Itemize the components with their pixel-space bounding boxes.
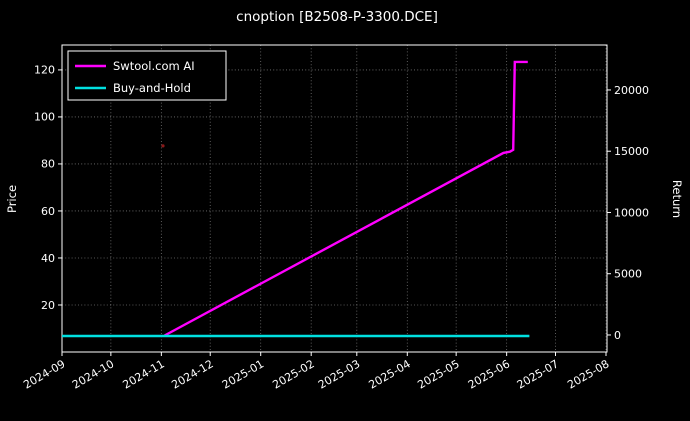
x-tick-label: 2025-01 bbox=[220, 357, 266, 391]
x-tick-label: 2025-03 bbox=[316, 357, 362, 391]
x-tick-label: 2025-02 bbox=[270, 357, 316, 391]
legend-label-buyhold: Buy-and-Hold bbox=[113, 81, 191, 95]
left-tick-label: 120 bbox=[34, 64, 55, 77]
legend: Swtool.com AI Buy-and-Hold bbox=[67, 50, 227, 101]
left-axis-label: Price bbox=[5, 185, 19, 213]
plot-border bbox=[61, 44, 608, 353]
x-tick-label: 2024-09 bbox=[21, 357, 67, 391]
x-tick-label: 2025-06 bbox=[466, 357, 512, 391]
x-tick-label: 2025-08 bbox=[565, 357, 611, 391]
series-line-0 bbox=[164, 60, 528, 337]
x-tick-label: 2024-12 bbox=[169, 357, 215, 391]
left-tick-label: 80 bbox=[41, 158, 55, 171]
left-tick-label: 40 bbox=[41, 252, 55, 265]
left-tick-label: 60 bbox=[41, 205, 55, 218]
x-tick-label: 2024-11 bbox=[121, 357, 167, 391]
x-tick-label: 2024-10 bbox=[70, 357, 116, 391]
right-axis-label: Return bbox=[670, 180, 684, 218]
annotation-point bbox=[161, 144, 165, 148]
right-tick-label: 5000 bbox=[614, 268, 642, 281]
right-tick-label: 15000 bbox=[614, 145, 649, 158]
x-tick-label: 2025-04 bbox=[366, 357, 412, 391]
left-tick-label: 20 bbox=[41, 299, 55, 312]
left-tick-label: 100 bbox=[34, 111, 55, 124]
legend-label-swtool: Swtool.com AI bbox=[113, 59, 195, 73]
chart-title: cnoption [B2508-P-3300.DCE] bbox=[236, 9, 438, 25]
x-tick-label: 2025-07 bbox=[515, 357, 561, 391]
right-tick-label: 10000 bbox=[614, 206, 649, 219]
x-tick-label: 2025-05 bbox=[415, 357, 461, 391]
right-tick-label: 0 bbox=[614, 329, 621, 342]
legend-box bbox=[67, 50, 227, 101]
right-tick-label: 20000 bbox=[614, 84, 649, 97]
